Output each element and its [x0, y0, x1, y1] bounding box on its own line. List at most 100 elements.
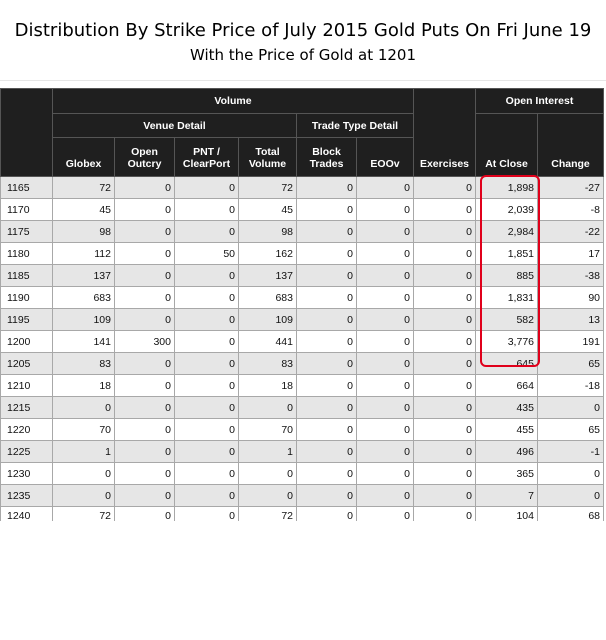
- cell-change: -27: [537, 176, 604, 199]
- cell-globex: 137: [52, 264, 115, 287]
- cell-eoov: 0: [356, 440, 414, 463]
- cell-at-close: 1,851: [475, 242, 538, 265]
- cell-total: 109: [238, 308, 297, 331]
- page-title: Distribution By Strike Price of July 201…: [14, 20, 592, 41]
- cell-eoov: 0: [356, 418, 414, 441]
- cell-strike: 1200: [0, 330, 53, 353]
- cell-total: 162: [238, 242, 297, 265]
- cell-pnt: 0: [174, 506, 239, 521]
- table-row: 1230 0 0 0 0 0 0 0 365 0: [0, 462, 604, 485]
- cell-open-outcry: 0: [114, 418, 175, 441]
- cell-exercises: 0: [413, 286, 476, 309]
- cell-pnt: 0: [174, 418, 239, 441]
- cell-open-outcry: 0: [114, 506, 175, 521]
- pnt-clearport-header: PNT / ClearPort: [174, 137, 239, 177]
- cell-exercises: 0: [413, 220, 476, 243]
- cell-strike: 1225: [0, 440, 53, 463]
- cell-total: 18: [238, 374, 297, 397]
- cell-change: -1: [537, 440, 604, 463]
- cell-total: 1: [238, 440, 297, 463]
- cell-change: -22: [537, 220, 604, 243]
- cell-exercises: 0: [413, 242, 476, 265]
- cell-strike: 1205: [0, 352, 53, 375]
- cell-at-close: 582: [475, 308, 538, 331]
- cell-block: 0: [296, 220, 357, 243]
- cell-strike: 1170: [0, 198, 53, 221]
- cell-change: 65: [537, 418, 604, 441]
- cell-change: 0: [537, 396, 604, 419]
- table-row: 1180 112 0 50 162 0 0 0 1,851 17: [0, 242, 604, 265]
- cell-globex: 112: [52, 242, 115, 265]
- cell-eoov: 0: [356, 242, 414, 265]
- cell-change: -38: [537, 264, 604, 287]
- cell-strike: 1240: [0, 506, 53, 521]
- cell-change: -18: [537, 374, 604, 397]
- divider: [0, 80, 606, 81]
- cell-pnt: 0: [174, 330, 239, 353]
- cell-globex: 0: [52, 462, 115, 485]
- cell-globex: 109: [52, 308, 115, 331]
- cell-strike: 1220: [0, 418, 53, 441]
- cell-at-close: 1,831: [475, 286, 538, 309]
- cell-globex: 72: [52, 506, 115, 521]
- cell-globex: 0: [52, 484, 115, 507]
- cell-change: 191: [537, 330, 604, 353]
- cell-change: 65: [537, 352, 604, 375]
- table-row: 1235 0 0 0 0 0 0 0 7 0: [0, 484, 604, 507]
- cell-globex: 83: [52, 352, 115, 375]
- cell-open-outcry: 0: [114, 352, 175, 375]
- cell-globex: 0: [52, 396, 115, 419]
- cell-pnt: 0: [174, 374, 239, 397]
- cell-globex: 45: [52, 198, 115, 221]
- cell-total: 45: [238, 198, 297, 221]
- cell-total: 0: [238, 484, 297, 507]
- cell-eoov: 0: [356, 220, 414, 243]
- cell-total: 137: [238, 264, 297, 287]
- cell-open-outcry: 0: [114, 242, 175, 265]
- cell-block: 0: [296, 330, 357, 353]
- cell-total: 83: [238, 352, 297, 375]
- table-row: 1195 109 0 0 109 0 0 0 582 13: [0, 308, 604, 331]
- cell-pnt: 0: [174, 462, 239, 485]
- cell-strike: 1215: [0, 396, 53, 419]
- cell-at-close: 885: [475, 264, 538, 287]
- cell-exercises: 0: [413, 484, 476, 507]
- cell-at-close: 2,039: [475, 198, 538, 221]
- exercises-header: Exercises: [413, 88, 476, 177]
- cell-exercises: 0: [413, 396, 476, 419]
- cell-open-outcry: 0: [114, 440, 175, 463]
- cell-open-outcry: 300: [114, 330, 175, 353]
- trade-type-detail-header: Trade Type Detail: [296, 113, 414, 138]
- table-row: 1170 45 0 0 45 0 0 0 2,039 -8: [0, 198, 604, 221]
- cell-open-outcry: 0: [114, 308, 175, 331]
- change-header: Change: [537, 113, 604, 177]
- block-trades-header: Block Trades: [296, 137, 357, 177]
- cell-at-close: 455: [475, 418, 538, 441]
- cell-open-outcry: 0: [114, 374, 175, 397]
- cell-total: 70: [238, 418, 297, 441]
- cell-pnt: 0: [174, 176, 239, 199]
- cell-block: 0: [296, 506, 357, 521]
- cell-exercises: 0: [413, 352, 476, 375]
- cell-block: 0: [296, 264, 357, 287]
- cell-exercises: 0: [413, 308, 476, 331]
- cell-change: 68: [537, 506, 604, 521]
- cell-block: 0: [296, 286, 357, 309]
- strike-distribution-table: Volume Exercises Open Interest Venue Det…: [0, 88, 604, 521]
- cell-globex: 1: [52, 440, 115, 463]
- cell-strike: 1185: [0, 264, 53, 287]
- cell-total: 72: [238, 506, 297, 521]
- cell-globex: 72: [52, 176, 115, 199]
- table-row: 1165 72 0 0 72 0 0 0 1,898 -27: [0, 176, 604, 199]
- cell-change: 90: [537, 286, 604, 309]
- cell-at-close: 3,776: [475, 330, 538, 353]
- cell-strike: 1195: [0, 308, 53, 331]
- cell-total: 441: [238, 330, 297, 353]
- table-row: 1190 683 0 0 683 0 0 0 1,831 90: [0, 286, 604, 309]
- cell-open-outcry: 0: [114, 220, 175, 243]
- table-body: 1165 72 0 0 72 0 0 0 1,898 -27 1170 45 0 0 45 0 0 0 2,039-…: [0, 176, 604, 521]
- cell-at-close: 7: [475, 484, 538, 507]
- cell-strike: 1230: [0, 462, 53, 485]
- cell-block: 0: [296, 418, 357, 441]
- cell-exercises: 0: [413, 374, 476, 397]
